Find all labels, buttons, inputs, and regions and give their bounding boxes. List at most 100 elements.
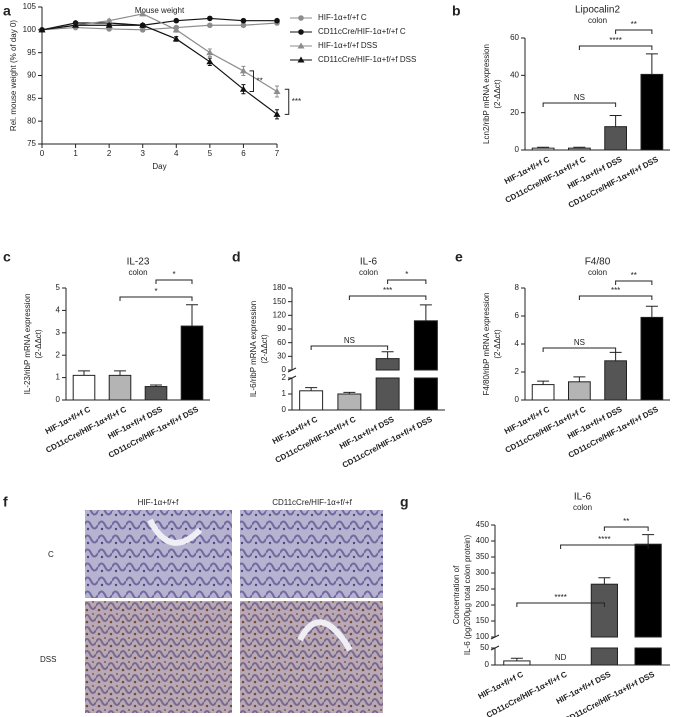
legend-label: CD11cCre/HIF-1α+f/+f DSS [318,55,416,64]
error-bar [609,351,622,361]
x-tick-label: 5 [208,149,213,158]
y-tick-label: 4 [56,306,61,315]
significance-bracket [387,279,427,284]
chart-title: Lipocalin2 [575,5,620,16]
bar [108,374,132,401]
y-tick-label: 60 [510,33,519,42]
bar [634,647,662,666]
y-tick-label: 300 [476,568,490,577]
error-bar [114,370,126,376]
y-tick-label: 2 [56,350,61,359]
y-tick-label: 3 [56,328,61,337]
chart-subtitle: colon [573,503,592,512]
significance-label: *** [383,286,392,295]
bar [590,647,618,666]
error-bar [609,114,622,127]
significance-bracket [310,345,389,350]
significance-bracket [578,295,653,300]
chart-title: F4/80 [585,257,611,268]
y-tick-label: 0 [56,395,61,404]
significance-bracket [560,544,649,549]
significance-label: **** [609,36,621,45]
y-tick-label: 100 [23,25,37,34]
chart-subtitle: colon [588,16,607,25]
y-axis-label: (2-ΔΔct) [34,329,43,359]
significance-label: ** [631,271,637,280]
point [172,26,180,33]
error-bar [537,146,550,149]
point [173,17,180,24]
significance-bracket [578,45,653,50]
significance-bracket [119,296,193,301]
y-tick-label: 1 [56,373,61,382]
y-tick-label: 85 [27,93,36,102]
significance-bracket [516,602,605,607]
bar [413,377,438,411]
series-line [41,17,277,31]
error-bar [78,370,90,376]
y-axis-label: F4/80/ribP mRNA expression [482,292,491,395]
y-tick-label: 80 [27,116,36,125]
column-title: HIF-1α+f/+f [138,498,179,507]
y-axis-label: (2-ΔΔct) [260,334,269,364]
point [274,17,280,24]
bar [604,360,627,401]
chart-title: Mouse weight [135,6,185,15]
panel-letter: f [3,494,8,510]
point [38,26,46,33]
point [240,22,247,29]
significance-bracket [348,295,427,300]
y-tick-label: 90 [277,324,286,333]
point [239,85,247,92]
point [206,49,214,56]
error-bar [186,304,198,327]
series-line [41,22,278,31]
y-tick-label: 100 [476,632,490,641]
significance-bracket [542,347,617,352]
y-tick-label: 4 [515,339,520,348]
significance-label: NS [574,338,585,347]
y-tick-label: 150 [476,616,490,625]
y-tick-label: 8 [515,283,520,292]
point [139,27,146,33]
x-tick-label: CD11cCre/HIF-1α+f/+f C [485,670,569,717]
significance-bracket [155,279,193,284]
point [207,15,213,22]
bar [144,386,168,401]
point [139,21,147,28]
bar [640,73,664,151]
column-title: CD11cCre/HIF-1α+f/+f [272,498,352,507]
histology-image [85,510,232,598]
y-tick-label: 60 [277,338,286,347]
y-axis-label: Rel. mouse weight (% of day 0) [9,20,18,131]
error-bar [343,391,356,394]
bar [531,147,555,151]
significance-bracket [249,70,254,92]
chart-subtitle: colon [359,268,378,277]
y-tick-label: 30 [277,351,286,360]
y-tick-label: 250 [476,584,490,593]
significance-label: NS [344,336,355,345]
y-tick-label: 95 [27,48,36,57]
significance-label: NS [574,93,585,102]
y-tick-label: 40 [510,70,519,79]
significance-bracket [603,526,649,531]
bar [337,393,362,411]
point [105,17,113,24]
y-tick-label: 90 [27,71,36,80]
chart-title: IL-23 [127,257,150,268]
panel-letter: d [232,249,241,265]
y-tick-label: 0 [282,405,287,414]
annotation: ND [555,653,567,662]
panel-letter: b [452,3,461,19]
bar [72,374,96,401]
x-tick-label: 0 [40,149,45,158]
error-bar [537,380,550,385]
bar [375,358,400,371]
y-tick-label: 105 [23,2,37,11]
chart-title: IL-6 [360,257,378,268]
histology-image [240,510,383,598]
significance-label: * [172,270,175,279]
point [273,87,281,94]
error-bar [645,53,658,75]
